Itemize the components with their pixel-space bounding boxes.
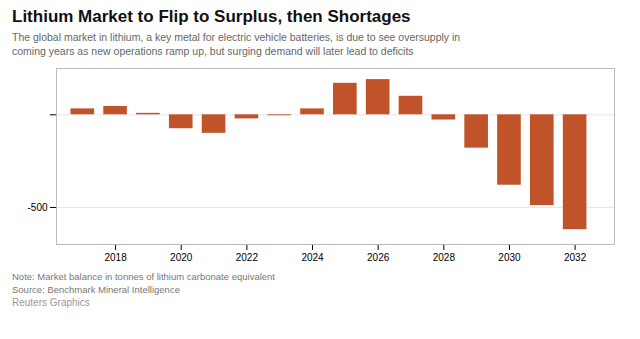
svg-text:2028: 2028 — [433, 252, 456, 263]
html-text:The global market in lithium,: The global market in lithium, a key meta… — [12, 31, 461, 57]
svg-text:2026: 2026 — [367, 252, 390, 263]
svg-text:2022: 2022 — [236, 252, 259, 263]
svg-text:-500: -500 — [27, 202, 47, 213]
html-text:Source: Benchmark Mineral Inte: Source: Benchmark Mineral Intelligence — [12, 284, 180, 295]
svg-text:2032: 2032 — [564, 252, 587, 263]
html-text:Reuters Graphics: Reuters Graphics — [12, 297, 90, 308]
svg-text:2030: 2030 — [498, 252, 521, 263]
html-text:Note: Market balance in tonnes: Note: Market balance in tonnes of lithiu… — [12, 271, 275, 282]
svg-text:2024: 2024 — [301, 252, 324, 263]
svg-text:2018: 2018 — [104, 252, 127, 263]
html-text:Lithium Market to Flip to Surp: Lithium Market to Flip to Surplus, then … — [12, 7, 411, 26]
svg-text:2020: 2020 — [170, 252, 193, 263]
